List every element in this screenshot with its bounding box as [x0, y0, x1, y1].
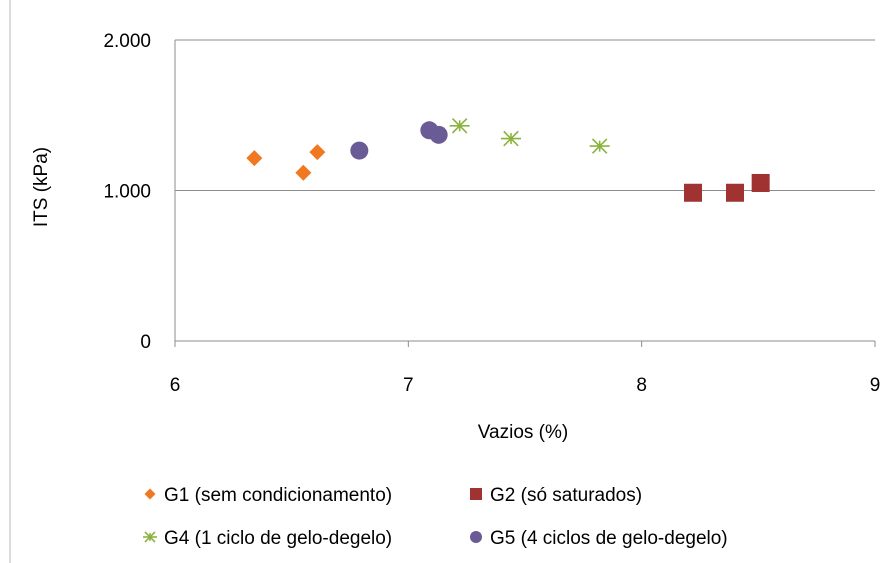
x-tick-label-2: 8: [636, 375, 647, 396]
point-star-2-1: [501, 130, 521, 147]
y-tick-label-0: 0: [140, 332, 151, 353]
x-tick-label-3: 9: [870, 375, 881, 396]
point-star-2-2: [589, 138, 610, 154]
legend-marker-1: [470, 488, 482, 500]
x-axis-title: Vazios (%): [478, 422, 568, 443]
legend-marker-2: [143, 531, 157, 543]
legend-item-1: G2 (só saturados): [470, 485, 642, 506]
point-circle-3-0: [350, 141, 369, 160]
legend-item-2: G4 (1 ciclo de gelo-degelo): [143, 528, 392, 549]
legend-item-3: G5 (4 ciclos de gelo-degelo): [470, 528, 728, 549]
point-star-2-0: [449, 118, 470, 134]
legend-marker-0: [144, 488, 156, 500]
point-square-1-0: [684, 183, 702, 202]
legend-label-2: G4 (1 ciclo de gelo-degelo): [164, 528, 392, 549]
y-tick-label-2: 2.000: [103, 31, 151, 52]
legend: G1 (sem condicionamento) G2 (só saturados…: [143, 485, 728, 549]
x-tick-label-0: 6: [170, 375, 181, 396]
y-axis-title: ITS (kPa): [31, 147, 52, 227]
y-tick-label-1: 1.000: [103, 182, 151, 203]
axes: 0 1.000 2.000 6 7 8 9: [103, 31, 880, 396]
legend-item-0: G1 (sem condicionamento): [144, 485, 392, 506]
point-square-1-1: [726, 183, 744, 202]
x-tick-label-1: 7: [403, 375, 414, 396]
legend-marker-3: [470, 531, 482, 543]
legend-label-1: G2 (só saturados): [490, 485, 642, 506]
point-square-1-2: [751, 173, 770, 192]
point-diamond-0-0: [246, 150, 263, 167]
point-circle-3-2: [429, 125, 448, 144]
legend-label-0: G1 (sem condicionamento): [164, 485, 392, 506]
legend-label-3: G5 (4 ciclos de gelo-degelo): [490, 528, 728, 549]
point-diamond-0-1: [295, 164, 312, 181]
point-diamond-0-2: [309, 144, 326, 161]
data-points: [246, 118, 770, 202]
